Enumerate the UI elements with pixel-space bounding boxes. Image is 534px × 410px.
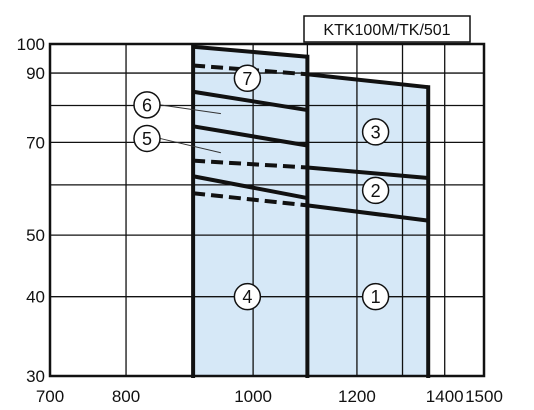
solid-curve xyxy=(307,165,429,181)
y-tick-label: 90 xyxy=(26,64,45,83)
title-border xyxy=(303,15,471,43)
y-tick-label: 50 xyxy=(26,226,45,245)
marker-circle-7 xyxy=(233,64,262,93)
solid-curve xyxy=(307,72,429,90)
marker-label-4: 4 xyxy=(242,287,252,307)
solid-curve xyxy=(192,89,308,113)
solid-curve xyxy=(307,203,429,223)
right-region xyxy=(307,74,429,377)
x-tick-label: 1000 xyxy=(234,387,272,406)
marker-circle-4 xyxy=(233,282,262,311)
y-tick-label: 30 xyxy=(26,367,45,386)
marker-label-6: 6 xyxy=(142,95,152,115)
dashed-curve xyxy=(192,191,308,208)
marker-circle-6 xyxy=(133,91,161,119)
x-tick-label: 1200 xyxy=(338,387,376,406)
solid-curve xyxy=(192,174,308,201)
region-markers: 1 2 3 4 5 6 7 xyxy=(133,64,390,311)
marker-leader-line xyxy=(159,104,221,115)
chart-title: KTK100M/TK/501 xyxy=(323,22,450,39)
marker-leader-line xyxy=(159,137,222,154)
marker-circle-5 xyxy=(133,124,161,153)
tick-labels: 700 800 1000 1200 1400 1500 30 40 50 70 90 100 xyxy=(17,35,503,406)
dashed-curve xyxy=(192,158,308,170)
y-tick-label: 70 xyxy=(26,133,45,152)
x-tick-label: 700 xyxy=(36,387,64,406)
marker-label-3: 3 xyxy=(371,122,381,142)
marker-label-1: 1 xyxy=(371,287,381,307)
x-tick-label: 1500 xyxy=(465,387,503,406)
marker-circle-2 xyxy=(361,176,390,205)
marker-circle-1 xyxy=(361,282,390,311)
solid-curve xyxy=(192,124,308,148)
plot-frame xyxy=(48,42,486,378)
title-box: KTK100M/TK/501 xyxy=(303,15,471,43)
x-tick-label: 1400 xyxy=(426,387,464,406)
marker-label-7: 7 xyxy=(242,69,252,89)
marker-circle-3 xyxy=(361,118,390,146)
marker-label-2: 2 xyxy=(371,181,381,201)
x-tick-label: 800 xyxy=(112,387,140,406)
y-tick-label: 100 xyxy=(17,35,45,54)
marker-label-5: 5 xyxy=(142,129,152,149)
y-tick-label: 40 xyxy=(26,288,45,307)
solid-curve xyxy=(192,44,308,59)
